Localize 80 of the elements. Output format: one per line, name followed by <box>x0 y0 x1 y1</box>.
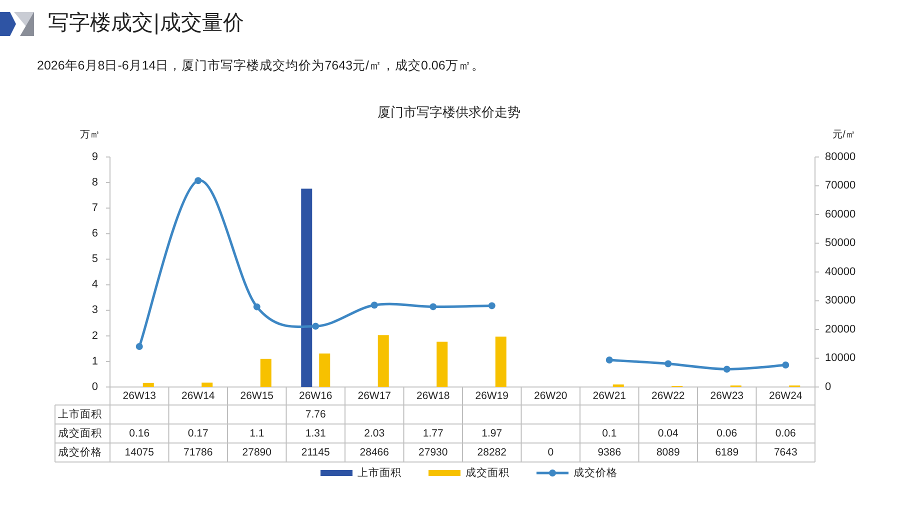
point <box>606 356 613 364</box>
legend-label: 成交面积 <box>466 466 510 479</box>
data-label: 0.17 <box>188 427 209 440</box>
data-label: 7643 <box>774 446 798 458</box>
bar <box>612 384 624 387</box>
bar <box>142 382 154 387</box>
x-tick-label: 26W14 <box>181 390 215 402</box>
y2-tick-label: 50000 <box>825 237 856 250</box>
x-tick-label: 26W23 <box>710 390 744 402</box>
bar <box>436 342 448 387</box>
data-label: 6189 <box>715 446 739 458</box>
chart-title: 写字楼成交|成交量价 <box>48 10 244 34</box>
y2-tick-label: 60000 <box>825 208 856 220</box>
y2-tick-label: 20000 <box>825 323 856 336</box>
point <box>723 366 730 373</box>
point <box>430 303 437 310</box>
data-label: 0.06 <box>716 427 738 440</box>
data-label: 2.03 <box>364 427 385 440</box>
data-label: 28466 <box>360 446 390 458</box>
y-tick-label: 5 <box>92 253 98 266</box>
legend-label: 成交价格 <box>574 466 618 479</box>
data-label: 21145 <box>301 446 330 458</box>
data-label: 71786 <box>184 446 213 458</box>
point <box>370 302 378 309</box>
y-tick-label: 1 <box>92 355 98 368</box>
point <box>136 343 143 350</box>
data-label: 0.06 <box>775 427 796 440</box>
x-tick-label: 26W21 <box>592 390 626 402</box>
text: 厦门市写字楼供求价走势 <box>378 104 520 120</box>
point <box>194 177 202 184</box>
y-tick-label: 3 <box>92 304 98 316</box>
y-axis-title: 万㎡ <box>80 130 100 141</box>
point <box>782 362 790 369</box>
data-label: 1.97 <box>482 427 502 440</box>
bar <box>319 354 330 387</box>
y2-tick-label: 80000 <box>825 150 856 163</box>
bar <box>378 335 389 387</box>
point <box>253 303 260 310</box>
data-label: 0.16 <box>129 427 150 440</box>
data-label: 0.1 <box>602 427 617 440</box>
data-label: 1.77 <box>422 427 444 440</box>
y-tick-label: 8 <box>92 176 98 188</box>
bar <box>495 336 506 387</box>
bar <box>260 358 272 387</box>
legend-label: 上市面积 <box>358 466 402 479</box>
y2-tick-label: 10000 <box>825 352 856 364</box>
chart-subtitle: 2026年6月8日-6月14日，厦门市写字楼成交均价为7643元/㎡，成交0.06万㎡。 <box>37 57 484 72</box>
y-tick-label: 7 <box>92 202 98 214</box>
y-tick-label: 4 <box>92 278 98 291</box>
y2-tick-label: 70000 <box>825 180 856 192</box>
y-tick-label: 9 <box>92 150 98 163</box>
point <box>488 302 496 310</box>
data-label: 0.04 <box>658 427 679 440</box>
point <box>664 360 672 368</box>
data-label: 27890 <box>242 446 272 458</box>
y2-tick-label: 40000 <box>825 266 856 278</box>
y2-axis-title: 元/㎡ <box>832 130 856 141</box>
point <box>312 322 320 330</box>
x-tick-label: 26W16 <box>298 390 332 402</box>
x-tick-label: 26W20 <box>534 390 568 402</box>
data-label: 14075 <box>124 446 154 458</box>
y-tick-label: 2 <box>92 330 98 342</box>
x-tick-label: 26W18 <box>416 390 450 402</box>
x-tick-label: 26W13 <box>122 390 156 402</box>
y2-tick-label: 30000 <box>825 294 856 307</box>
data-label: 9386 <box>598 446 622 458</box>
data-label: 1.31 <box>305 427 326 440</box>
y-tick-label: 6 <box>92 228 98 240</box>
x-tick-label: 26W17 <box>358 390 392 402</box>
x-tick-label: 26W22 <box>651 390 685 402</box>
bar <box>202 382 213 387</box>
data-label: 7.76 <box>305 408 326 420</box>
x-tick-label: 26W15 <box>240 390 274 402</box>
y2-tick-label: 0 <box>825 380 832 393</box>
data-label: 1.1 <box>250 427 264 440</box>
x-tick-label: 26W19 <box>475 390 509 402</box>
data-label: 8089 <box>656 446 680 458</box>
data-label: 28282 <box>477 446 507 458</box>
data-label: 27930 <box>418 446 448 458</box>
x-tick-label: 26W24 <box>768 390 802 402</box>
